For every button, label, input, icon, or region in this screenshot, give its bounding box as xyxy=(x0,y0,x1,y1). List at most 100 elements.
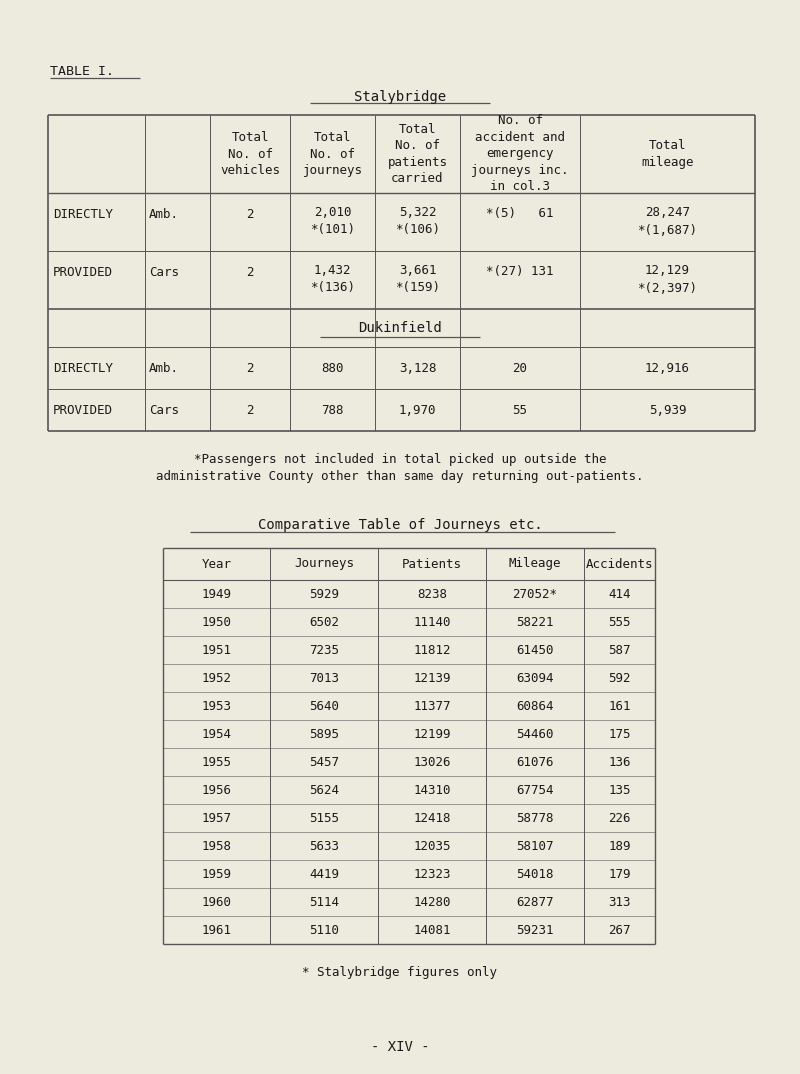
Text: 12199: 12199 xyxy=(414,727,450,740)
Text: 5,322: 5,322 xyxy=(398,205,436,218)
Text: 11812: 11812 xyxy=(414,643,450,656)
Text: 5640: 5640 xyxy=(309,699,339,712)
Text: 28,247: 28,247 xyxy=(645,205,690,218)
Text: 5110: 5110 xyxy=(309,924,339,937)
Text: 11377: 11377 xyxy=(414,699,450,712)
Text: 14081: 14081 xyxy=(414,924,450,937)
Text: 12323: 12323 xyxy=(414,868,450,881)
Text: 1957: 1957 xyxy=(202,812,231,825)
Text: 54018: 54018 xyxy=(516,868,554,881)
Text: Amb.: Amb. xyxy=(149,362,179,375)
Text: 20: 20 xyxy=(513,362,527,375)
Text: 414: 414 xyxy=(608,587,630,600)
Text: 12139: 12139 xyxy=(414,671,450,684)
Text: Comparative Table of Journeys etc.: Comparative Table of Journeys etc. xyxy=(258,518,542,532)
Text: 2: 2 xyxy=(246,207,254,220)
Text: 11140: 11140 xyxy=(414,615,450,628)
Text: 6502: 6502 xyxy=(309,615,339,628)
Text: Total
No. of
journeys: Total No. of journeys xyxy=(302,131,362,177)
Text: 13026: 13026 xyxy=(414,755,450,769)
Text: 8238: 8238 xyxy=(417,587,447,600)
Text: 5457: 5457 xyxy=(309,755,339,769)
Text: Journeys: Journeys xyxy=(294,557,354,570)
Text: 14310: 14310 xyxy=(414,784,450,797)
Text: Total
No. of
vehicles: Total No. of vehicles xyxy=(220,131,280,177)
Text: 1,970: 1,970 xyxy=(398,404,436,417)
Text: 12035: 12035 xyxy=(414,840,450,853)
Text: Dukinfield: Dukinfield xyxy=(358,321,442,335)
Text: *(5)   61: *(5) 61 xyxy=(486,207,554,220)
Text: 226: 226 xyxy=(608,812,630,825)
Text: administrative County other than same day returning out-patients.: administrative County other than same da… xyxy=(156,470,644,483)
Text: 3,661: 3,661 xyxy=(398,263,436,276)
Text: Accidents: Accidents xyxy=(586,557,654,570)
Text: 1954: 1954 xyxy=(202,727,231,740)
Text: Year: Year xyxy=(202,557,231,570)
Text: 58107: 58107 xyxy=(516,840,554,853)
Text: 5633: 5633 xyxy=(309,840,339,853)
Text: Mileage: Mileage xyxy=(509,557,562,570)
Text: *(159): *(159) xyxy=(395,281,440,294)
Text: 1960: 1960 xyxy=(202,896,231,909)
Text: 175: 175 xyxy=(608,727,630,740)
Text: 1953: 1953 xyxy=(202,699,231,712)
Text: *(1,687): *(1,687) xyxy=(638,223,698,236)
Text: 135: 135 xyxy=(608,784,630,797)
Text: PROVIDED: PROVIDED xyxy=(53,404,113,417)
Text: 5155: 5155 xyxy=(309,812,339,825)
Text: 1950: 1950 xyxy=(202,615,231,628)
Text: 179: 179 xyxy=(608,868,630,881)
Text: Amb.: Amb. xyxy=(149,207,179,220)
Text: 880: 880 xyxy=(322,362,344,375)
Text: 1,432: 1,432 xyxy=(314,263,351,276)
Text: 27052*: 27052* xyxy=(513,587,558,600)
Text: Patients: Patients xyxy=(402,557,462,570)
Text: 4419: 4419 xyxy=(309,868,339,881)
Text: 12418: 12418 xyxy=(414,812,450,825)
Text: 592: 592 xyxy=(608,671,630,684)
Text: 1952: 1952 xyxy=(202,671,231,684)
Text: 7235: 7235 xyxy=(309,643,339,656)
Text: 189: 189 xyxy=(608,840,630,853)
Text: 61076: 61076 xyxy=(516,755,554,769)
Text: 63094: 63094 xyxy=(516,671,554,684)
Text: Stalybridge: Stalybridge xyxy=(354,90,446,104)
Text: 59231: 59231 xyxy=(516,924,554,937)
Text: 14280: 14280 xyxy=(414,896,450,909)
Text: *(27) 131: *(27) 131 xyxy=(486,265,554,278)
Text: 2: 2 xyxy=(246,404,254,417)
Text: 313: 313 xyxy=(608,896,630,909)
Text: - XIV -: - XIV - xyxy=(370,1040,430,1054)
Text: PROVIDED: PROVIDED xyxy=(53,265,113,278)
Text: Total
mileage: Total mileage xyxy=(642,140,694,169)
Text: 5114: 5114 xyxy=(309,896,339,909)
Text: 2,010: 2,010 xyxy=(314,205,351,218)
Text: 2: 2 xyxy=(246,265,254,278)
Text: 5929: 5929 xyxy=(309,587,339,600)
Text: 54460: 54460 xyxy=(516,727,554,740)
Text: 7013: 7013 xyxy=(309,671,339,684)
Text: 1961: 1961 xyxy=(202,924,231,937)
Text: 1955: 1955 xyxy=(202,755,231,769)
Text: 788: 788 xyxy=(322,404,344,417)
Text: 55: 55 xyxy=(513,404,527,417)
Text: 136: 136 xyxy=(608,755,630,769)
Text: 1958: 1958 xyxy=(202,840,231,853)
Text: 1956: 1956 xyxy=(202,784,231,797)
Text: *(106): *(106) xyxy=(395,223,440,236)
Text: 1951: 1951 xyxy=(202,643,231,656)
Text: 267: 267 xyxy=(608,924,630,937)
Text: 58221: 58221 xyxy=(516,615,554,628)
Text: 587: 587 xyxy=(608,643,630,656)
Text: *Passengers not included in total picked up outside the: *Passengers not included in total picked… xyxy=(194,453,606,466)
Text: 12,916: 12,916 xyxy=(645,362,690,375)
Text: 3,128: 3,128 xyxy=(398,362,436,375)
Text: *(2,397): *(2,397) xyxy=(638,281,698,294)
Text: 2: 2 xyxy=(246,362,254,375)
Text: 58778: 58778 xyxy=(516,812,554,825)
Text: TABLE I.: TABLE I. xyxy=(50,66,114,78)
Text: DIRECTLY: DIRECTLY xyxy=(53,362,113,375)
Text: 12,129: 12,129 xyxy=(645,263,690,276)
Text: * Stalybridge figures only: * Stalybridge figures only xyxy=(302,966,498,979)
Text: No. of
accident and
emergency
journeys inc.
in col.3: No. of accident and emergency journeys i… xyxy=(471,115,569,193)
